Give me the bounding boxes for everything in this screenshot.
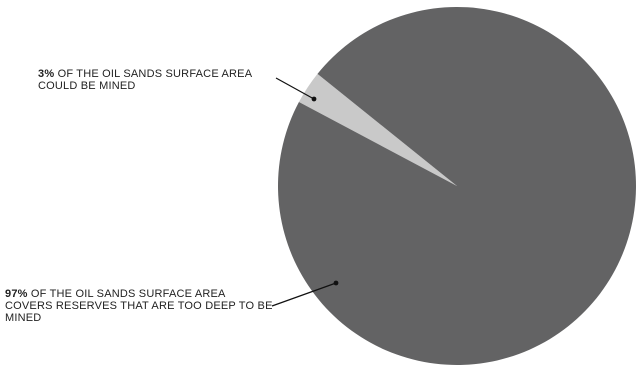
leader-line-97-percent <box>271 282 337 307</box>
leader-dot-3-percent <box>311 96 317 102</box>
slice-text-97-percent: OF THE OIL SANDS SURFACE AREA COVERS RES… <box>5 288 273 324</box>
slice-value-97-percent: 97% <box>5 288 28 300</box>
slice-text-3-percent: OF THE OIL SANDS SURFACE AREA COULD BE M… <box>38 68 252 92</box>
pie-slice-3-percent <box>298 73 457 186</box>
pie-slices <box>278 6 636 365</box>
pie-slice-97-percent <box>278 6 636 365</box>
leader-line-3-percent <box>275 77 315 100</box>
slice-value-3-percent: 3% <box>38 68 55 80</box>
slice-label-3-percent: 3% OF THE OIL SANDS SURFACE AREA COULD B… <box>38 68 278 92</box>
leader-dot-97-percent <box>333 280 339 286</box>
slice-label-97-percent: 97% OF THE OIL SANDS SURFACE AREA COVERS… <box>5 288 275 324</box>
